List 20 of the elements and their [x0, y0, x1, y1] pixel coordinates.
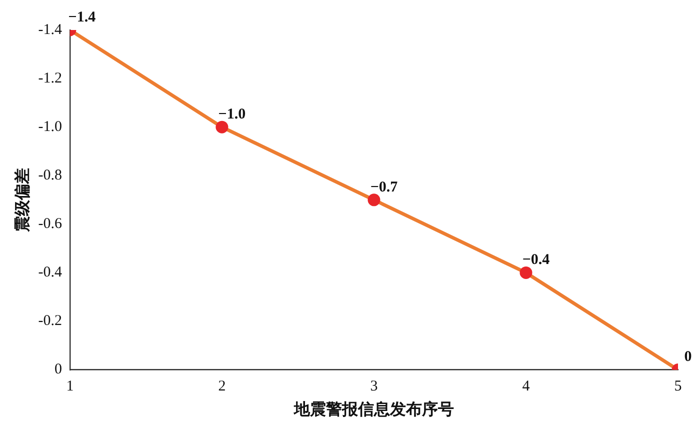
x-tick-label: 5 [674, 378, 682, 395]
y-tick-label: -1.0 [38, 119, 62, 136]
y-axis-title: 震级偏差 [14, 168, 32, 233]
y-tick-label: -0.2 [38, 313, 62, 330]
data-label: 0 [684, 349, 692, 366]
y-tick-label: -0.6 [38, 216, 62, 232]
data-label: −0.4 [522, 252, 550, 268]
x-tick-label: 2 [218, 378, 226, 395]
x-axis-title: 地震警报信息发布序号 [292, 400, 454, 419]
y-tick-label: -0.4 [38, 264, 62, 281]
x-tick-label: 1 [66, 378, 74, 395]
data-label: −1.0 [218, 106, 246, 122]
x-tick-label: 4 [522, 378, 530, 395]
x-tick-label: 3 [370, 378, 378, 395]
y-tick-label: -0.8 [38, 168, 62, 184]
data-label: −0.7 [370, 179, 398, 196]
y-tick-label: 0 [54, 362, 62, 378]
y-tick-label: -1.4 [38, 22, 62, 38]
data-label: −1.4 [68, 9, 96, 26]
y-tick-label: -1.2 [38, 70, 62, 86]
